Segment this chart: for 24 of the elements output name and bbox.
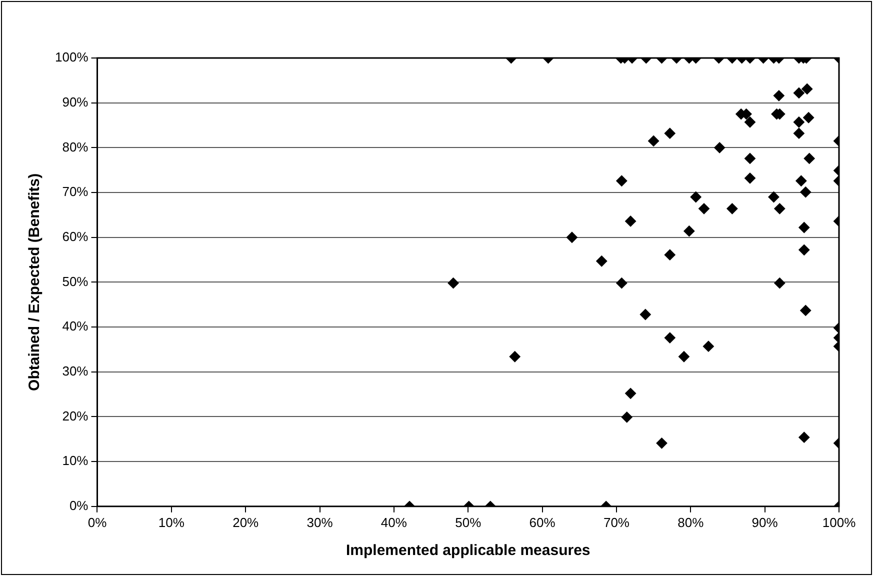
x-tick-label: 50%	[455, 514, 482, 530]
x-tick-label: 20%	[232, 514, 260, 530]
y-tick-label: 20%	[62, 408, 89, 424]
y-tick-label: 40%	[62, 318, 89, 334]
y-tick-label: 80%	[62, 139, 89, 154]
x-tick-label: 10%	[158, 514, 185, 530]
x-axis-title: Implemented applicable measures	[346, 542, 590, 560]
x-tick-label: 70%	[603, 514, 630, 530]
y-tick-label: 10%	[62, 453, 89, 468]
y-tick-label: 70%	[62, 184, 89, 200]
y-axis-title: Obtained / Expected (Benefits)	[26, 173, 44, 391]
y-tick-label: 50%	[62, 274, 89, 289]
x-tick-label: 80%	[678, 514, 704, 530]
y-tick-label: 0%	[69, 498, 89, 513]
x-tick-label: 40%	[380, 514, 408, 530]
y-tick-label: 30%	[62, 363, 89, 378]
y-tick-label: 100%	[55, 50, 89, 65]
y-tick-label: 60%	[62, 228, 89, 244]
x-tick-label: 0%	[88, 514, 108, 530]
x-tick-label: 90%	[752, 514, 778, 530]
y-tick-label: 90%	[62, 94, 89, 110]
x-tick-label: 60%	[529, 514, 556, 530]
x-tick-label: 100%	[822, 514, 856, 530]
x-tick-label: 30%	[306, 514, 334, 530]
